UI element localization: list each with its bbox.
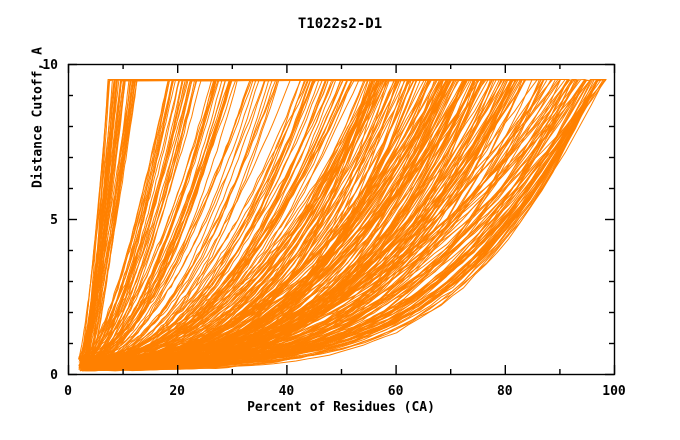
x-tick-label: 0 [64,384,72,399]
axes-frame [67,63,616,376]
x-tick-label: 40 [279,384,295,399]
y-tick-label: 10 [42,58,58,73]
tick-labels: 0 20 40 60 80 100 0 5 10 [42,58,626,399]
y-tick-label: 0 [50,368,58,383]
x-tick-label: 80 [497,384,513,399]
x-tick-label: 100 [602,384,626,399]
x-axis-label: Percent of Residues (CA) [247,400,435,415]
y-tick-label: 5 [50,213,58,228]
data-curves [78,79,607,372]
x-tick-label: 60 [388,384,404,399]
page-title: T1022s2-D1 [297,16,383,32]
x-tick-label: 20 [169,384,185,399]
